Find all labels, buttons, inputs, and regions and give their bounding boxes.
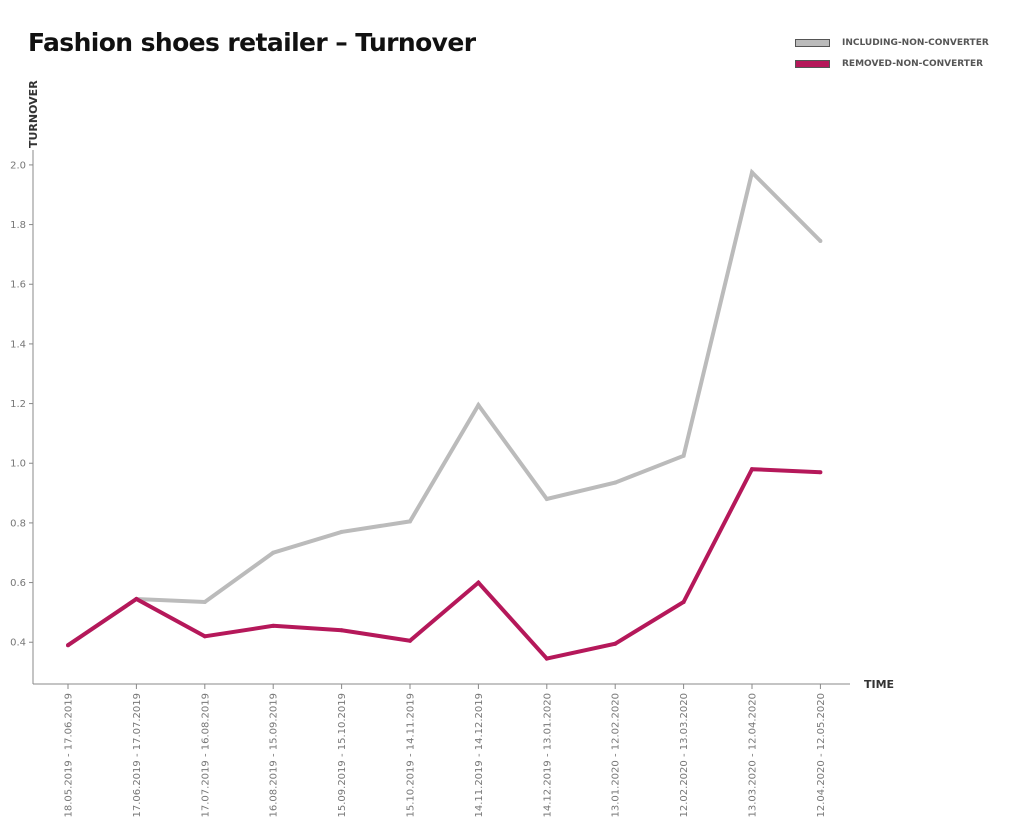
data-point-including-non-converter bbox=[750, 170, 754, 175]
data-point-removed-non-converter bbox=[339, 628, 344, 633]
data-point-including-non-converter bbox=[818, 238, 823, 243]
y-tick-label: 1.4 bbox=[10, 339, 26, 350]
data-point-removed-non-converter bbox=[544, 656, 549, 661]
data-point-including-non-converter bbox=[613, 480, 618, 485]
data-point-including-non-converter bbox=[544, 497, 549, 502]
y-tick-label: 1.2 bbox=[10, 399, 26, 410]
y-tick-group: 0.4 0.6 0.8 1.0 1.2 1.4 1.6 1.8 2.0 bbox=[10, 160, 33, 649]
legend-item-removed-non-converter: REMOVED-NON-CONVERTER bbox=[795, 58, 983, 70]
x-tick-label: 13.03.2020 - 12.04.2020 bbox=[748, 693, 759, 817]
data-point-including-non-converter bbox=[202, 599, 207, 604]
data-point-removed-non-converter bbox=[476, 580, 481, 585]
data-point-removed-non-converter bbox=[681, 599, 686, 604]
chart-title: Fashion shoes retailer – Turnover bbox=[28, 28, 476, 57]
x-tick-label: 17.06.2019 - 17.07.2019 bbox=[132, 693, 143, 817]
legend-label-including: INCLUDING-NON-CONVERTER bbox=[842, 38, 989, 48]
x-tick-label: 12.02.2020 - 13.03.2020 bbox=[679, 693, 690, 817]
y-tick-label: 0.4 bbox=[10, 638, 26, 649]
x-axis-title: TIME bbox=[864, 678, 894, 691]
legend-swatch-including bbox=[795, 39, 830, 47]
data-point-including-non-converter bbox=[271, 550, 276, 555]
data-point-including-non-converter bbox=[339, 529, 344, 534]
x-tick-group: 18.05.2019 - 17.06.2019 17.06.2019 - 17.0… bbox=[64, 684, 827, 817]
series-line-including-non-converter bbox=[66, 168, 822, 647]
y-tick-label: 1.0 bbox=[10, 459, 26, 470]
data-point-removed-non-converter bbox=[202, 634, 207, 639]
y-tick-label: 1.8 bbox=[10, 220, 26, 231]
data-point-removed-non-converter bbox=[66, 643, 70, 648]
x-tick-label: 16.08.2019 - 15.09.2019 bbox=[269, 693, 280, 817]
y-tick-label: 0.6 bbox=[10, 578, 26, 589]
data-point-removed-non-converter bbox=[134, 596, 139, 601]
data-point-removed-non-converter bbox=[271, 623, 276, 628]
data-point-including-non-converter bbox=[476, 403, 481, 408]
y-tick-label: 2.0 bbox=[10, 160, 26, 171]
x-tick-label: 15.10.2019 - 14.11.2019 bbox=[406, 693, 417, 817]
x-tick-label: 14.12.2019 - 13.01.2020 bbox=[542, 693, 553, 817]
y-axis-title: TURNOVER bbox=[27, 80, 40, 148]
legend-item-including-non-converter: INCLUDING-NON-CONVERTER bbox=[795, 37, 989, 49]
x-tick-label: 17.07.2019 - 16.08.2019 bbox=[200, 693, 211, 817]
legend-label-removed: REMOVED-NON-CONVERTER bbox=[842, 59, 984, 69]
data-point-removed-non-converter bbox=[750, 467, 754, 472]
data-point-removed-non-converter bbox=[408, 638, 412, 643]
legend-swatch-removed bbox=[795, 60, 830, 68]
data-point-including-non-converter bbox=[408, 519, 412, 524]
y-tick-label: 1.6 bbox=[10, 280, 26, 291]
series-lines bbox=[66, 168, 823, 661]
x-tick-label: 14.11.2019 - 14.12.2019 bbox=[474, 693, 485, 817]
series-line-removed-non-converter bbox=[66, 467, 821, 661]
data-point-removed-non-converter bbox=[818, 470, 823, 475]
y-tick-label: 0.8 bbox=[10, 518, 26, 529]
x-tick-label: 13.01.2020 - 12.02.2020 bbox=[611, 693, 622, 817]
data-point-including-non-converter bbox=[681, 453, 686, 458]
x-tick-label: 12.04.2020 - 12.05.2020 bbox=[816, 693, 827, 817]
x-tick-label: 18.05.2019 - 17.06.2019 bbox=[64, 693, 75, 817]
data-point-removed-non-converter bbox=[613, 641, 618, 646]
x-tick-label: 15.09.2019 - 15.10.2019 bbox=[337, 693, 348, 817]
